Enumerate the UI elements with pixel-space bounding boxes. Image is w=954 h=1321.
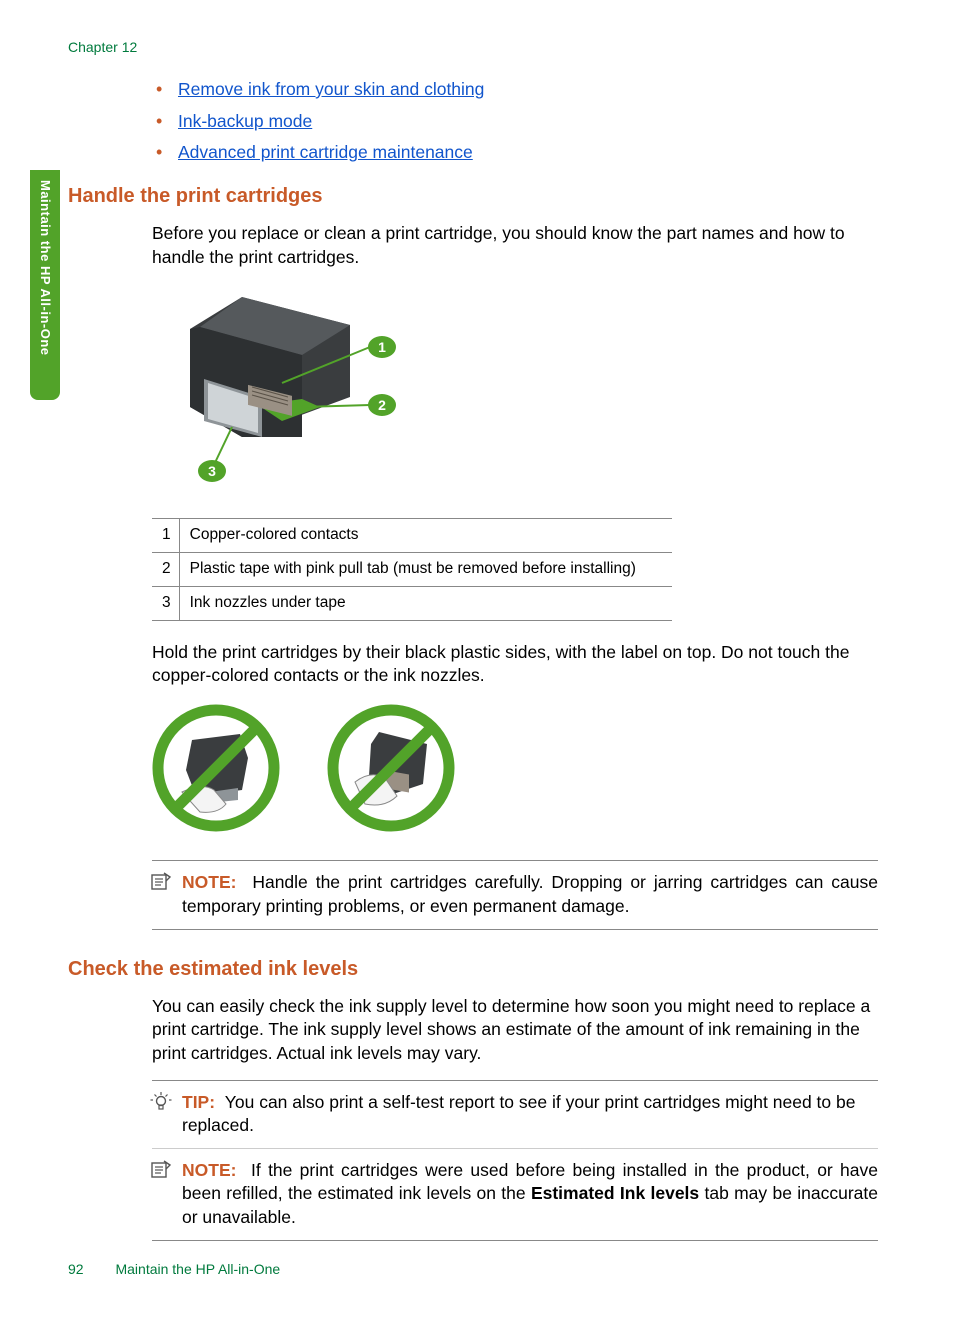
link-advanced-maintenance[interactable]: Advanced print cartridge maintenance: [178, 142, 473, 162]
note-icon: [150, 871, 172, 898]
table-row: 3 Ink nozzles under tape: [152, 586, 672, 620]
callout-1: 1: [378, 339, 386, 355]
legend-text: Copper-colored contacts: [179, 518, 672, 552]
note-handle-carefully: NOTE: Handle the print cartridges carefu…: [152, 860, 878, 929]
note-icon: [150, 1159, 172, 1186]
cartridge-diagram: 1 2 3: [152, 287, 888, 504]
no-touch-contacts-icon: [327, 704, 455, 832]
tip-note-group: TIP: You can also print a self-test repo…: [152, 1080, 878, 1241]
page-footer: 92 Maintain the HP All-in-One: [68, 1260, 280, 1279]
tip-label: TIP:: [182, 1092, 215, 1112]
table-row: 2 Plastic tape with pink pull tab (must …: [152, 552, 672, 586]
note-refilled: NOTE: If the print cartridges were used …: [152, 1148, 878, 1240]
link-remove-ink[interactable]: Remove ink from your skin and clothing: [178, 79, 484, 99]
legend-text: Plastic tape with pink pull tab (must be…: [179, 552, 672, 586]
no-touch-bottom-icon: [152, 704, 280, 832]
legend-table: 1 Copper-colored contacts 2 Plastic tape…: [152, 518, 672, 621]
tip-icon: [150, 1091, 172, 1120]
intro-text: Before you replace or clean a print cart…: [152, 222, 878, 269]
callout-3: 3: [208, 463, 216, 479]
note-label: NOTE:: [182, 1160, 236, 1180]
table-row: 1 Copper-colored contacts: [152, 518, 672, 552]
chapter-label: Chapter 12: [68, 38, 137, 57]
link-ink-backup[interactable]: Ink-backup mode: [178, 111, 312, 131]
topic-links: Remove ink from your skin and clothing I…: [150, 78, 888, 165]
legend-num: 3: [152, 586, 179, 620]
legend-num: 2: [152, 552, 179, 586]
tip-block: TIP: You can also print a self-test repo…: [152, 1081, 878, 1148]
legend-text: Ink nozzles under tape: [179, 586, 672, 620]
heading-check-ink: Check the estimated ink levels: [68, 956, 888, 983]
heading-handle-cartridges: Handle the print cartridges: [68, 183, 888, 210]
tip-text: You can also print a self-test report to…: [182, 1092, 855, 1136]
legend-num: 1: [152, 518, 179, 552]
note-text: Handle the print cartridges carefully. D…: [182, 872, 878, 916]
ink-intro: You can easily check the ink supply leve…: [152, 995, 878, 1066]
note-label: NOTE:: [182, 872, 236, 892]
handling-text: Hold the print cartridges by their black…: [152, 641, 878, 688]
side-tab: Maintain the HP All-in-One: [30, 170, 60, 400]
footer-title: Maintain the HP All-in-One: [115, 1261, 280, 1277]
page-content: Remove ink from your skin and clothing I…: [68, 78, 888, 1241]
note-strong: Estimated Ink levels: [531, 1183, 699, 1203]
callout-2: 2: [378, 397, 386, 413]
page-number: 92: [68, 1261, 84, 1277]
prohibited-icons: [152, 704, 888, 839]
